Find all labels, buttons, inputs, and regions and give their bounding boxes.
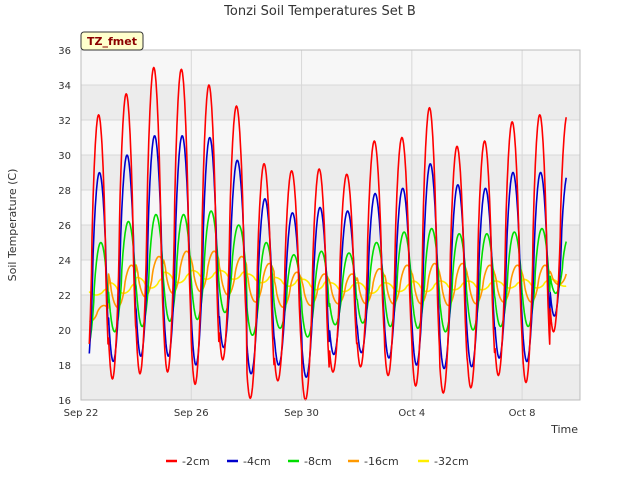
legend-label: -32cm xyxy=(434,455,469,468)
plot-band xyxy=(81,225,580,260)
site-badge: TZ_fmet xyxy=(80,31,144,51)
axes xyxy=(80,49,581,401)
plot-frame xyxy=(80,49,581,401)
plot-band xyxy=(81,50,580,85)
legend-label: -16cm xyxy=(364,455,399,468)
y-tick-labels: 16 18 20 22 24 26 28 30 32 34 36 xyxy=(58,46,71,407)
y-axis-label: Soil Temperature (C) xyxy=(6,169,19,282)
chart-title: Tonzi Soil Temperatures Set B xyxy=(223,4,416,19)
series-line-2cm xyxy=(88,66,567,401)
legend-label: -4cm xyxy=(243,455,271,468)
x-tick-label: Oct 8 xyxy=(509,408,536,419)
x-tick-label: Sep 26 xyxy=(174,408,209,419)
y-tick-label: 22 xyxy=(58,291,71,302)
site-badge-box xyxy=(80,31,144,51)
plot-band xyxy=(81,85,580,120)
legend-label: -8cm xyxy=(304,455,332,468)
plot-band xyxy=(81,190,580,225)
y-tick-label: 30 xyxy=(58,151,71,162)
x-tick-label: Sep 30 xyxy=(284,408,319,419)
site-badge-label: TZ_fmet xyxy=(87,35,137,48)
y-tick-label: 20 xyxy=(58,326,71,337)
series-line-4cm xyxy=(88,135,567,378)
y-tick-label: 18 xyxy=(58,361,71,372)
y-tick-label: 34 xyxy=(58,81,71,92)
x-tick-label: Sep 22 xyxy=(64,408,99,419)
y-tick-label: 28 xyxy=(58,186,71,197)
y-tick-label: 26 xyxy=(58,221,71,232)
legend: -2cm -4cm -8cm -16cm -32cm xyxy=(166,455,469,468)
y-tick-label: 36 xyxy=(58,46,71,57)
x-tick-labels: Sep 22 Sep 26 Sep 30 Oct 4 Oct 8 xyxy=(64,408,536,419)
series-line-8cm xyxy=(88,210,567,345)
plot-band xyxy=(81,120,580,155)
plot-band xyxy=(81,365,580,400)
x-axis-label: Time xyxy=(550,423,578,436)
x-tick-label: Oct 4 xyxy=(398,408,425,419)
plot-band xyxy=(81,155,580,190)
legend-label: -2cm xyxy=(182,455,210,468)
y-tick-label: 24 xyxy=(58,256,71,267)
series-lines xyxy=(88,66,567,401)
y-tick-label: 16 xyxy=(58,396,71,407)
plot-background xyxy=(81,50,580,400)
y-tick-label: 32 xyxy=(58,116,71,127)
